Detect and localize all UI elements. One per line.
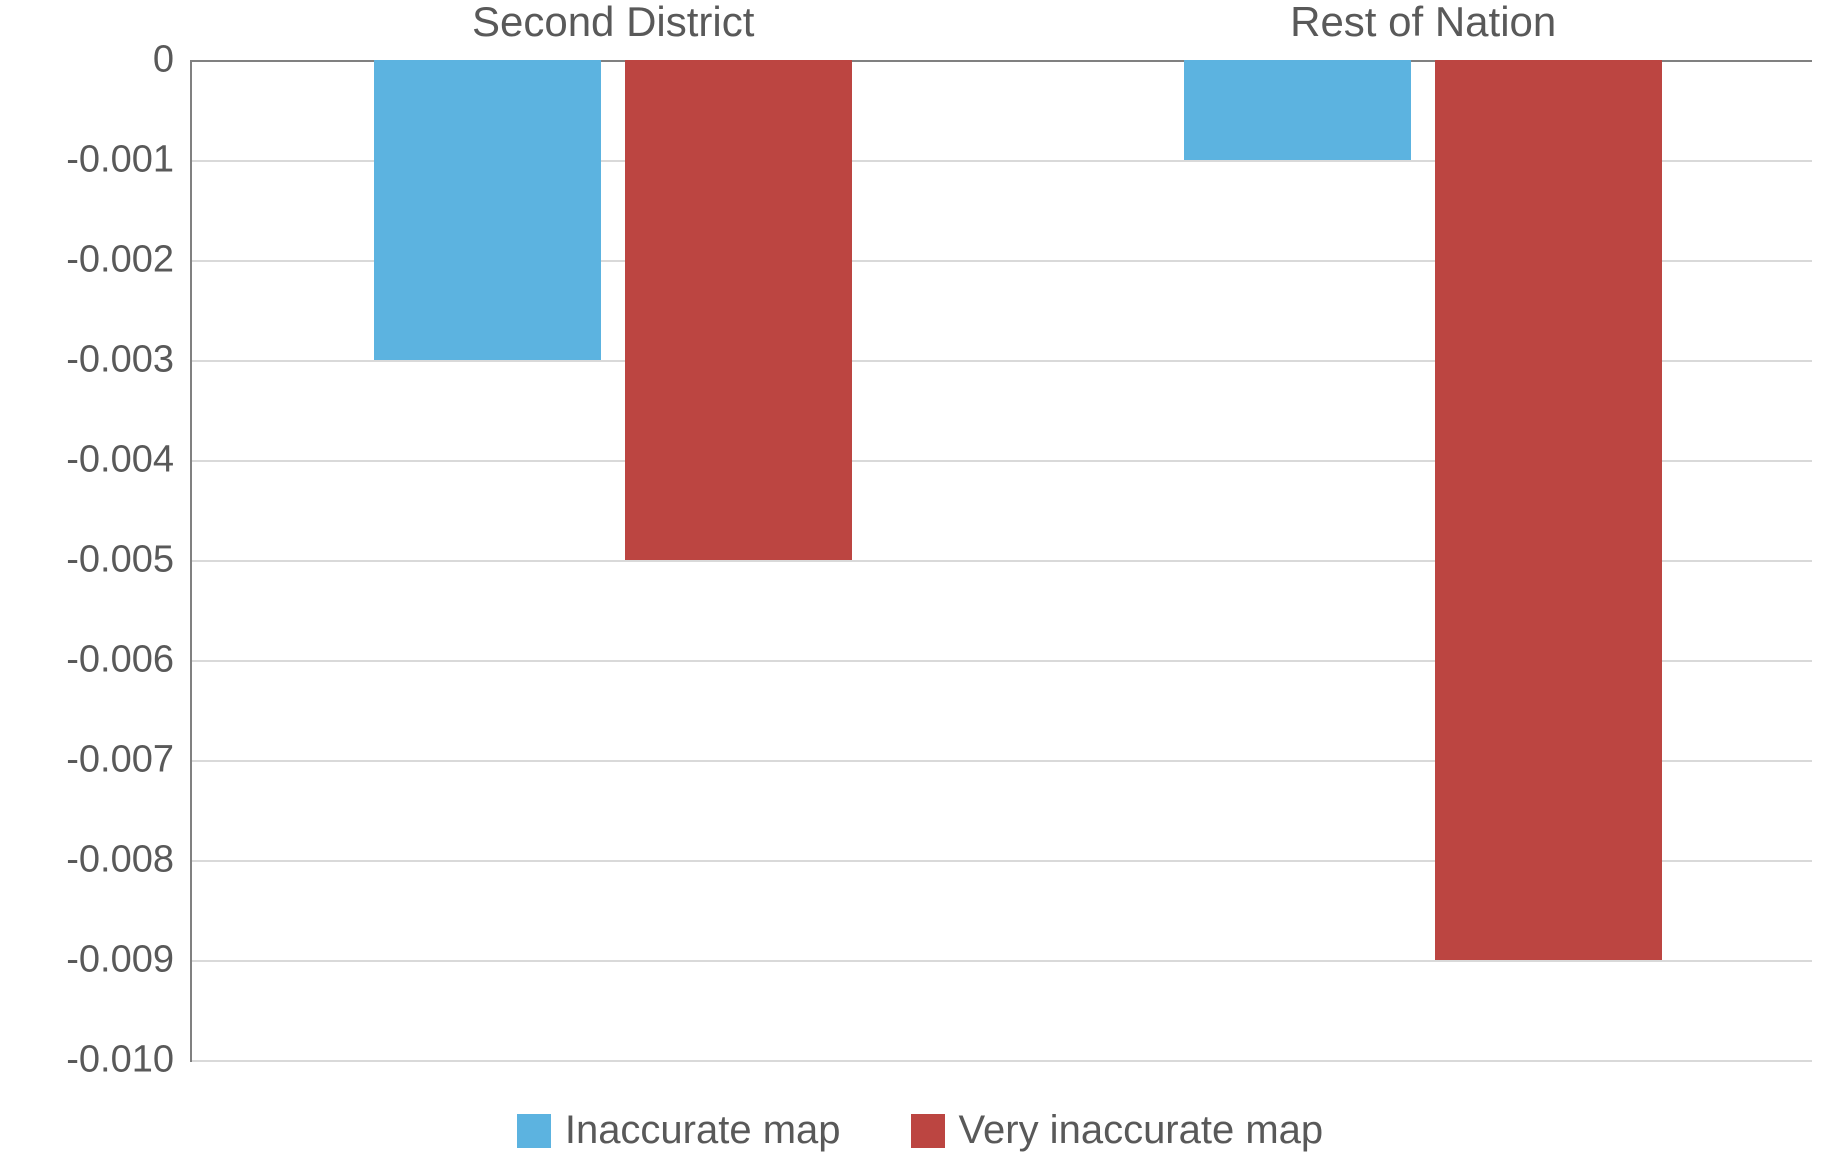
bar-rest_of_nation-inaccurate [1184,60,1411,160]
y-tick-label: -0.001 [66,139,192,182]
y-tick-label: -0.007 [66,739,192,782]
bar-second_district-inaccurate [374,60,601,360]
y-tick-label: -0.008 [66,839,192,882]
category-label-second_district: Second District [472,0,754,60]
y-tick-label: -0.002 [66,239,192,282]
y-tick-label: -0.003 [66,339,192,382]
bar-rest_of_nation-very_inaccurate [1435,60,1662,960]
category-label-rest_of_nation: Rest of Nation [1290,0,1556,60]
legend-label-inaccurate: Inaccurate map [565,1108,841,1153]
y-tick-label: -0.009 [66,939,192,982]
plot-area: 0-0.001-0.002-0.003-0.004-0.005-0.006-0.… [190,60,1812,1062]
legend-swatch-inaccurate [517,1114,551,1148]
legend-label-very_inaccurate: Very inaccurate map [959,1108,1324,1153]
legend-swatch-very_inaccurate [911,1114,945,1148]
y-tick-label: -0.004 [66,439,192,482]
y-tick-label: 0 [153,39,192,82]
gridline [192,960,1812,962]
gridline [192,1060,1812,1062]
chart-container: 0 -0.001 -0.002 -0.003 -0.004 -0.005 -0.006 -0.… [0,0,1840,1167]
bar-second_district-very_inaccurate [625,60,852,560]
y-tick-label: -0.005 [66,539,192,582]
legend-item-inaccurate: Inaccurate map [517,1108,841,1153]
y-tick-label: -0.006 [66,639,192,682]
legend-item-very_inaccurate: Very inaccurate map [911,1108,1324,1153]
legend: Inaccurate map Very inaccurate map [0,1108,1840,1153]
y-tick-label: -0.010 [66,1039,192,1082]
